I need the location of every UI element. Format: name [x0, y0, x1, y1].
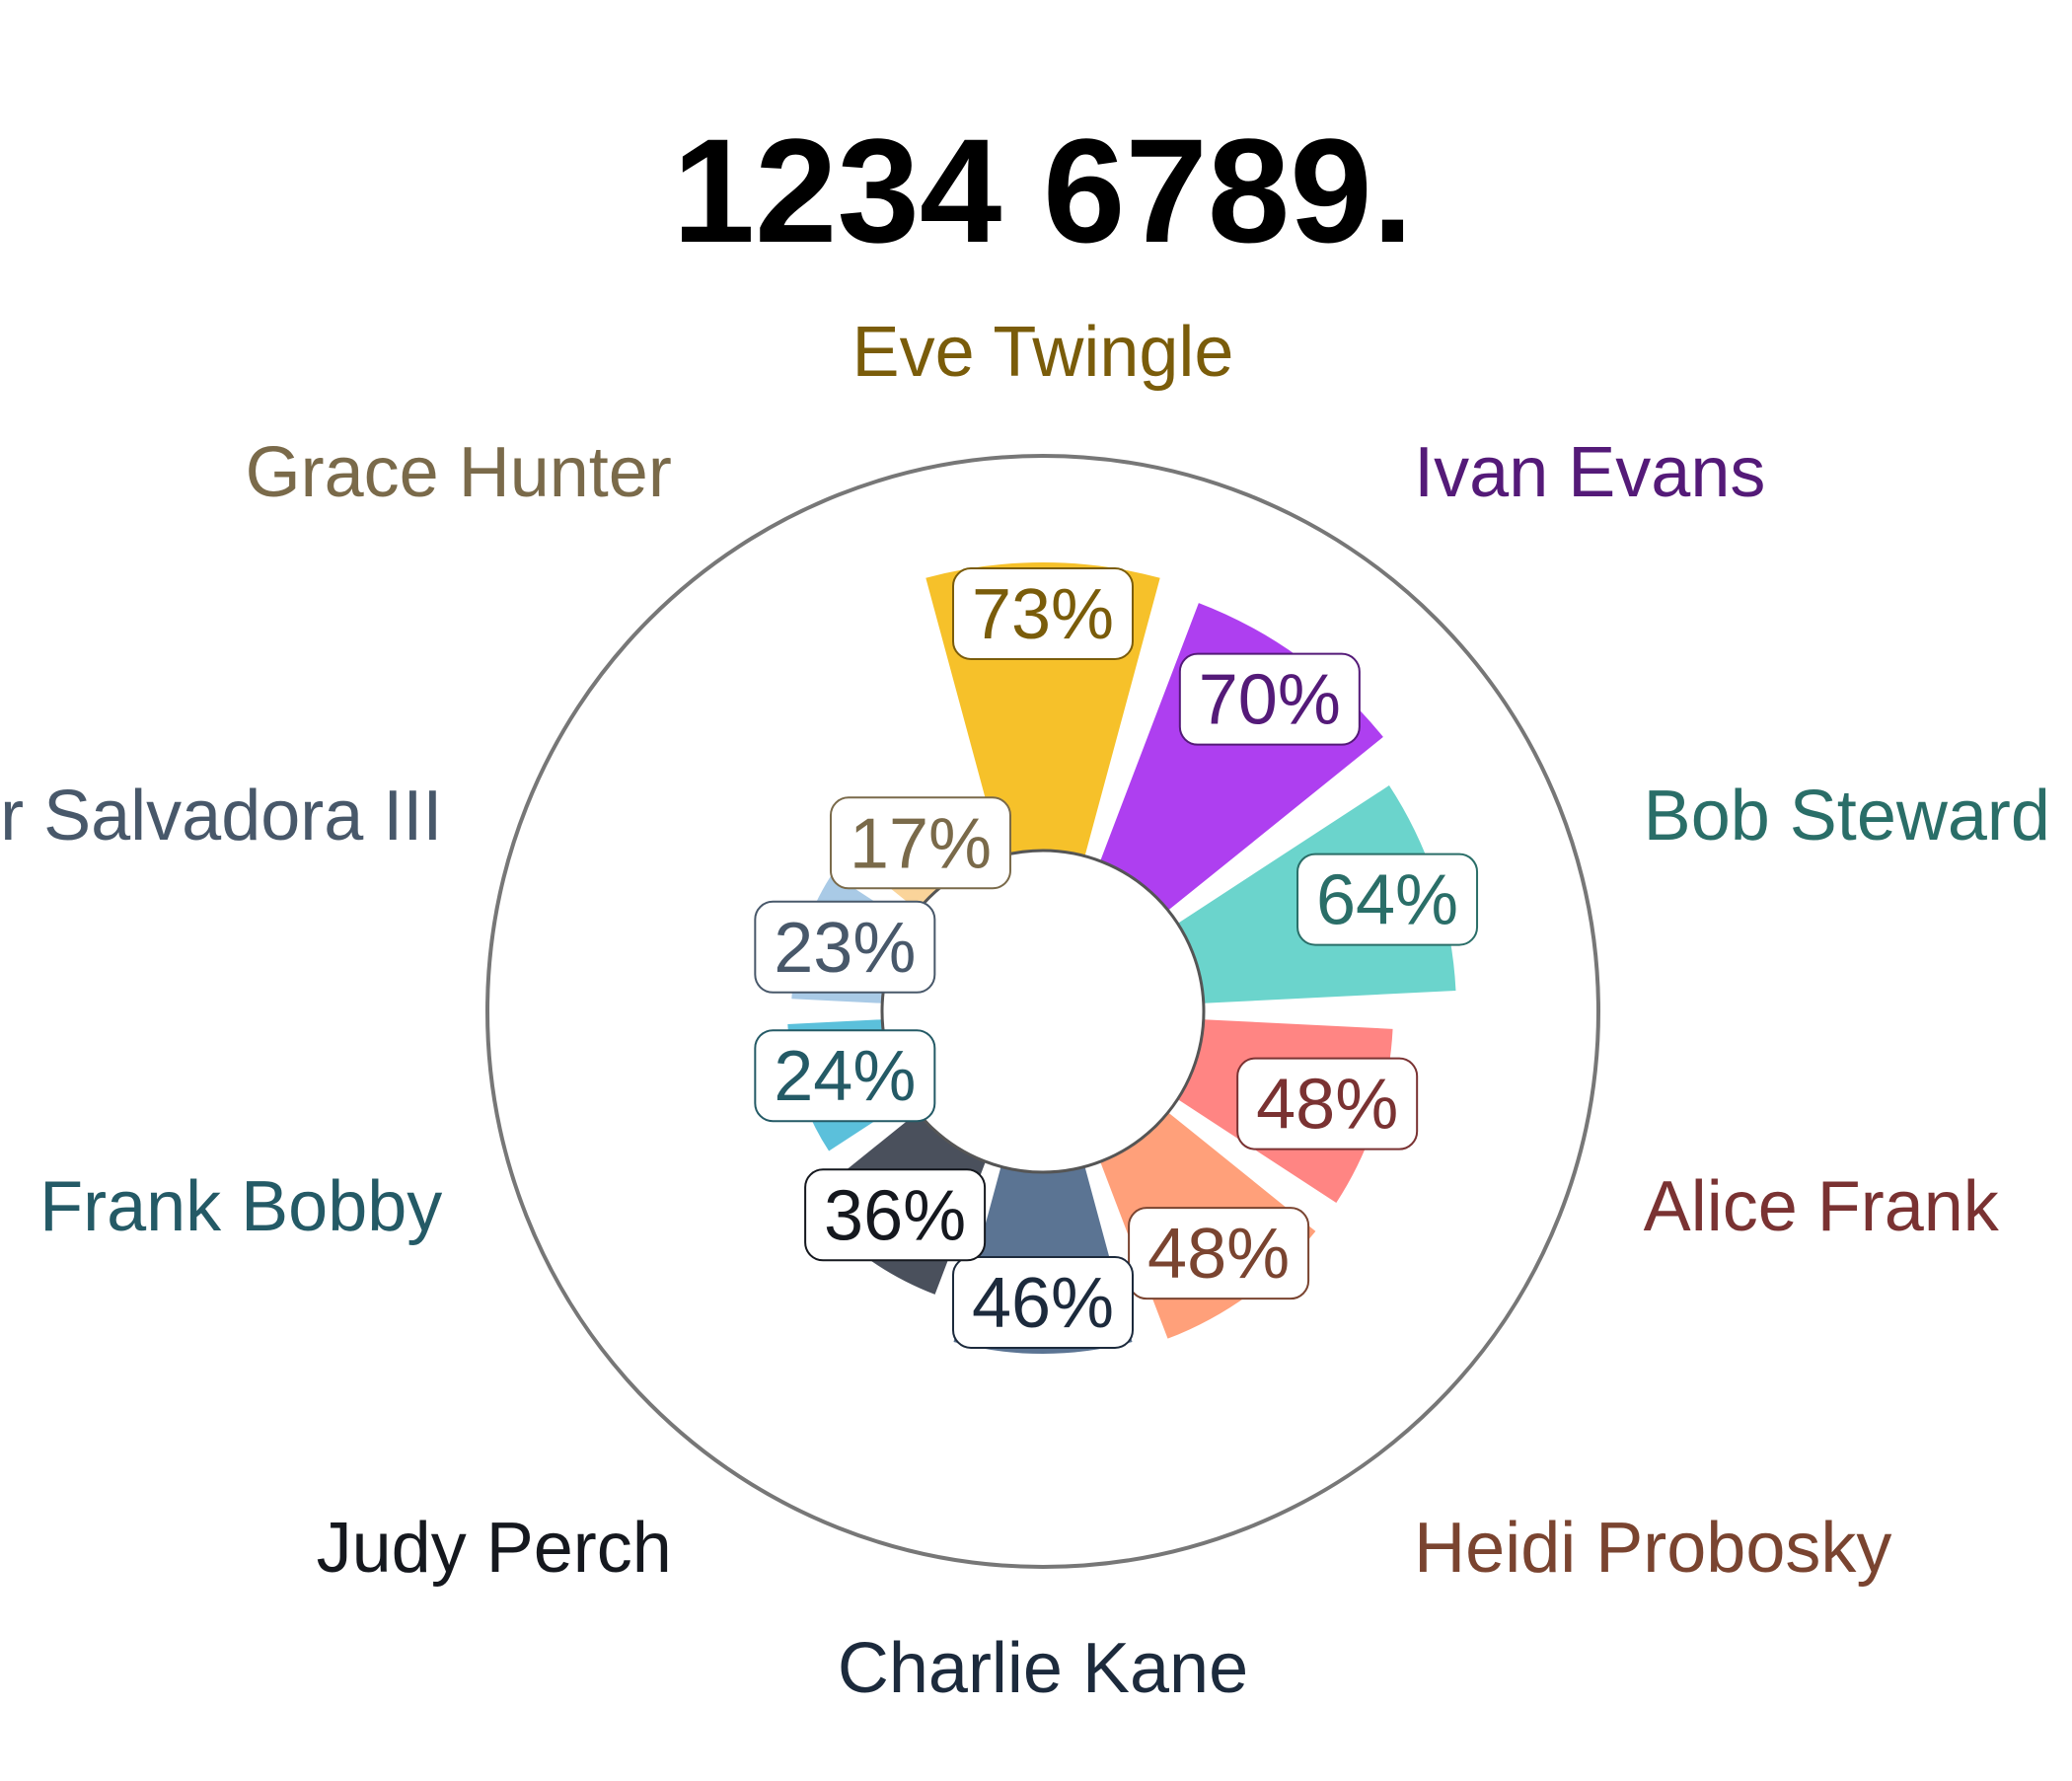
category-label-alice-frank: Alice Frank: [1644, 1167, 2000, 1246]
value-label-text: 48%: [1256, 1066, 1398, 1145]
value-label: 64%: [1296, 853, 1479, 946]
value-label-text: 70%: [1199, 661, 1341, 740]
value-label-box: [1128, 1207, 1310, 1300]
value-label-box: [952, 567, 1134, 660]
value-label-box: [804, 1168, 987, 1262]
chart-title: 1234 6789.: [673, 108, 1414, 273]
value-label-text: 17%: [850, 804, 992, 883]
value-label-text: 46%: [972, 1264, 1114, 1343]
value-label-text: 23%: [774, 909, 916, 988]
value-labels-layer: 73% 70% 64% 48% 48% 46%36% 24% 23% 17%: [754, 567, 1479, 1349]
outer-ring: [485, 454, 1600, 1569]
inner-hole: [880, 849, 1206, 1174]
category-label-heidi-probosky: Heidi Probosky: [1414, 1509, 1891, 1588]
value-label: 70%: [1178, 652, 1361, 746]
value-label-box: [1236, 1057, 1419, 1150]
value-label-text: 73%: [972, 575, 1114, 654]
value-label: 24%: [754, 1029, 936, 1123]
category-label-peter-salvadora-iii: Peter Salvadora III: [0, 777, 442, 855]
category-label-ivan-evans: Ivan Evans: [1414, 433, 1765, 512]
value-label-text: 48%: [1147, 1215, 1290, 1294]
category-label-grace-hunter: Grace Hunter: [246, 433, 672, 512]
value-label-text: 24%: [774, 1037, 916, 1116]
value-label-text: 36%: [824, 1176, 966, 1255]
value-label: 17%: [829, 796, 1011, 890]
value-label-box: [754, 1029, 936, 1123]
category-labels-layer: Eve Twingle Ivan Evans Bob Steward Alice Fr…: [0, 313, 2050, 1708]
value-label: 48%: [1128, 1207, 1310, 1300]
category-label-charlie-kane: Charlie Kane: [838, 1629, 1248, 1708]
category-label-eve-twingle: Eve Twingle: [852, 313, 1234, 392]
category-label-judy-perch: Judy Perch: [317, 1509, 672, 1588]
value-label: 73%: [952, 567, 1134, 660]
value-label-box: [1296, 853, 1479, 946]
value-label-box: [952, 1256, 1134, 1349]
value-label-box: [1178, 652, 1361, 746]
value-label: 48%: [1236, 1057, 1419, 1150]
value-label: 46%: [952, 1256, 1134, 1349]
value-label: 36%: [804, 1168, 987, 1262]
value-label: 23%: [754, 900, 936, 994]
value-label-box: [754, 900, 936, 994]
category-label-bob-steward: Bob Steward: [1644, 777, 2050, 855]
value-label-box: [829, 796, 1011, 890]
category-label-frank-bobby: Frank Bobby: [39, 1167, 442, 1246]
value-label-text: 64%: [1316, 861, 1458, 940]
